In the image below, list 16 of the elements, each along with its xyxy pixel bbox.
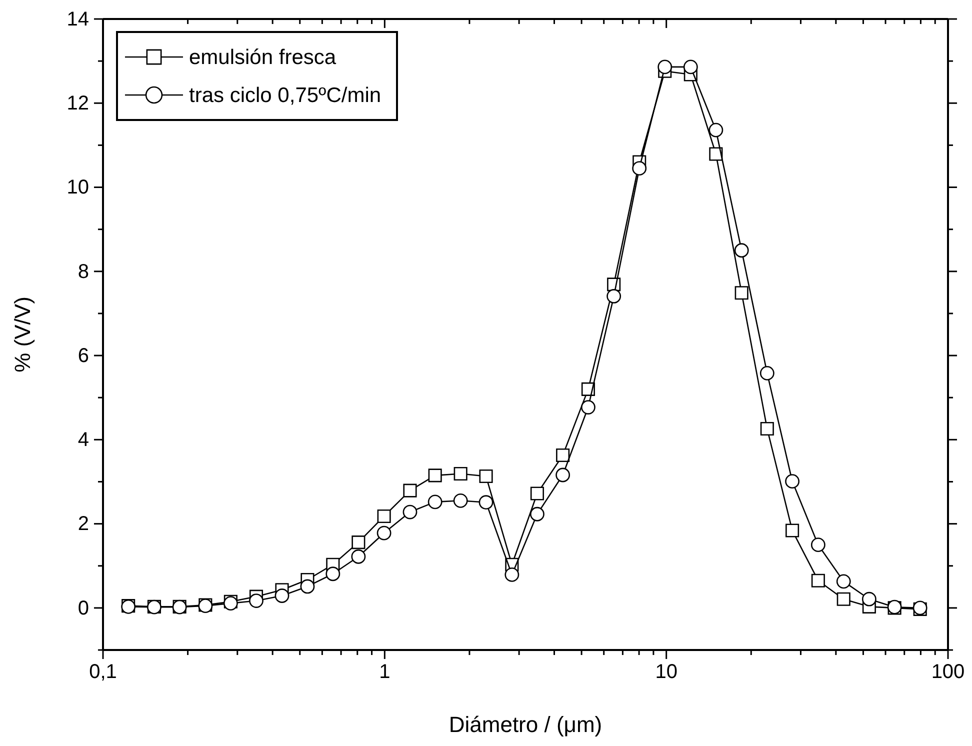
y-tick-label: 12 (66, 92, 89, 115)
x-tick-label: 0,1 (89, 661, 117, 684)
y-tick-label: 4 (78, 429, 89, 452)
x-axis-title: Diámetro / (μm) (448, 712, 602, 737)
y-tick-label: 2 (78, 513, 89, 536)
x-tick-label: 1 (379, 661, 390, 684)
y-tick-label: 6 (78, 344, 89, 367)
legend-label: tras ciclo 0,75ºC/min (189, 84, 382, 107)
y-tick-label: 14 (66, 8, 89, 30)
legend-label: emulsión fresca (189, 46, 336, 69)
y-tick-label: 8 (78, 260, 89, 283)
y-tick-label: 10 (66, 176, 89, 199)
x-tick-label: 10 (655, 661, 678, 684)
y-axis-title: % (V/V) (10, 296, 35, 372)
y-tick-label: 0 (78, 597, 89, 620)
x-tick-label: 100 (931, 661, 965, 684)
